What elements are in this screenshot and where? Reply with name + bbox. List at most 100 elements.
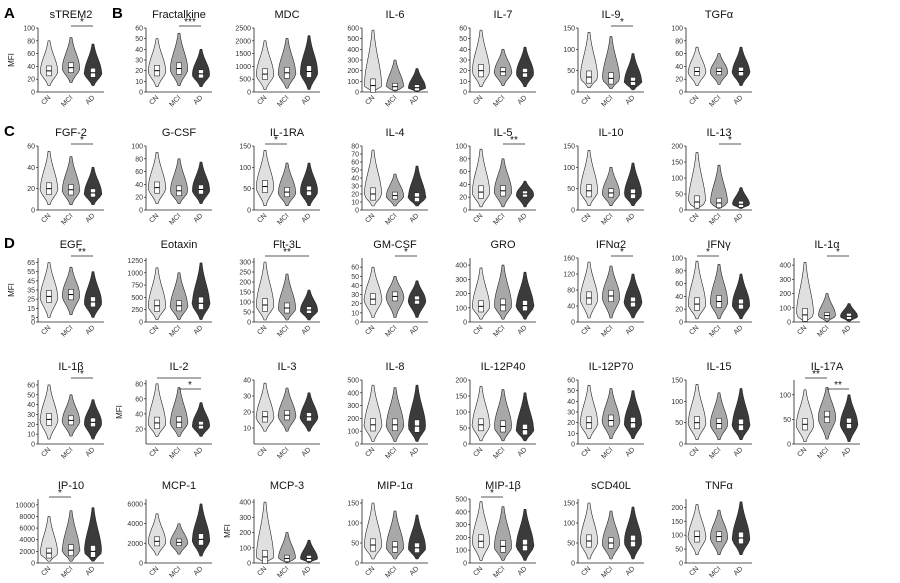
x-tick-label: AD (301, 94, 313, 106)
x-tick-label: AD (409, 565, 421, 577)
y-tick-label: 400 (455, 263, 467, 270)
significance-label: * (80, 369, 84, 380)
violin-ad (731, 46, 751, 86)
significance-label: * (58, 488, 62, 499)
x-tick-label: CN (472, 446, 484, 458)
y-tick-label: 300 (779, 277, 791, 284)
y-tick-label: 0 (139, 208, 143, 215)
x-tick-label: MCI (384, 324, 398, 338)
violin-ad (192, 402, 210, 437)
y-tick-label: 60 (567, 378, 575, 385)
panel-title: IL-13 (706, 127, 731, 139)
panel-title: IL-3 (278, 361, 297, 373)
significance-label: * (728, 135, 732, 146)
y-tick-label: 200 (455, 535, 467, 542)
y-tick-label: 55 (27, 269, 35, 276)
x-tick-label: CN (688, 324, 700, 336)
panel-letter: C (4, 123, 15, 140)
y-tick-label: 0 (679, 90, 683, 97)
y-tick-label: 10 (243, 426, 251, 433)
violin-mci (61, 394, 81, 437)
y-tick-label: 100 (671, 176, 683, 183)
y-axis-title: MFI (223, 524, 232, 538)
y-tick-label: 100 (671, 26, 683, 33)
y-tick-label: 20 (567, 420, 575, 427)
violin-cn (256, 501, 274, 563)
panel-il-13: IL-13 0 50 100 150 200 CN MCI AD * (671, 127, 752, 226)
panel-title: MCP-1 (162, 480, 196, 492)
significance-label: ** (283, 247, 291, 258)
panel-il-10: IL-10 0 50 100 150 CN MCI AD (563, 127, 644, 226)
violin-cn (39, 262, 59, 318)
violin-cn (148, 38, 166, 87)
y-tick-label: 80 (27, 38, 35, 45)
panel-mip-1β: MIP-1β 0 100 200 300 400 500 CN MCI AD * (455, 480, 536, 579)
y-axis-title: MFI (7, 53, 16, 67)
panel-scd40l: sCD40L 0 50 100 150 CN MCI AD (563, 480, 644, 579)
significance-label: ** (510, 135, 518, 146)
significance-label: * (620, 17, 624, 28)
x-tick-label: MCI (168, 94, 182, 108)
violin-mci (385, 387, 405, 442)
violin-ad (840, 303, 858, 322)
y-tick-label: 20 (27, 186, 35, 193)
x-tick-label: CN (688, 446, 700, 458)
x-tick-label: CN (148, 446, 160, 458)
violin-cn (40, 516, 58, 562)
violin-mci (170, 158, 188, 204)
panel-title: IL-4 (386, 127, 405, 139)
violin-mci (277, 387, 297, 432)
panel-letter: A (4, 5, 15, 22)
y-tick-label: 100 (347, 429, 359, 436)
y-tick-label: 40 (567, 304, 575, 311)
y-tick-label: 60 (135, 169, 143, 176)
x-tick-label: MCI (816, 324, 830, 338)
panel-title: IFNγ (707, 239, 731, 251)
y-tick-label: 50 (567, 68, 575, 75)
y-tick-label: 200 (239, 280, 251, 287)
x-tick-label: MCI (384, 446, 398, 460)
x-tick-label: CN (796, 324, 808, 336)
y-tick-label: 60 (135, 396, 143, 403)
violin-cn (40, 40, 58, 86)
violin-ad (623, 273, 643, 319)
panel-title: MDC (274, 9, 299, 21)
panel-tnfα: TNFα 0 50 100 150 200 CN MCI AD (671, 480, 752, 579)
y-tick-label: 200 (671, 505, 683, 512)
panel-gm-csf: GM-CSF 0 10 20 30 40 50 60 CN MCI AD * (351, 239, 428, 338)
y-tick-label: 0 (463, 320, 467, 327)
y-tick-label: 200 (779, 291, 791, 298)
y-tick-label: 0 (247, 208, 251, 215)
y-tick-label: 0 (31, 208, 35, 215)
y-tick-label: 750 (131, 283, 143, 290)
violin-ad (300, 539, 318, 563)
y-tick-label: 100 (131, 144, 143, 151)
panel-egf: D EGF 05 15 25 35 45 55 65 MFI CN MCI AD ** (4, 235, 104, 338)
x-tick-label: CN (256, 446, 268, 458)
y-tick-label: 300 (239, 515, 251, 522)
panel-ifnα2: IFNα2 0 40 80 120 160 CN MCI AD * (563, 239, 644, 338)
x-tick-label: CN (688, 565, 700, 577)
y-tick-label: 20 (459, 195, 467, 202)
y-tick-label: 60 (27, 51, 35, 58)
violin-mci (494, 264, 512, 320)
y-tick-label: 40 (27, 64, 35, 71)
violin-cn (579, 385, 599, 439)
violin-ad (731, 501, 751, 555)
x-tick-label: AD (85, 324, 97, 336)
y-tick-label: 300 (455, 277, 467, 284)
y-tick-label: 40 (351, 176, 359, 183)
panel-il-9: IL-9 0 50 100 150 CN MCI AD * (563, 9, 644, 108)
y-tick-label: 80 (675, 38, 683, 45)
y-tick-label: 150 (239, 290, 251, 297)
y-tick-label: 0 (463, 561, 467, 568)
y-tick-label: 100 (563, 165, 575, 172)
y-tick-label: 1000 (127, 270, 143, 277)
violin-mci (602, 36, 620, 89)
y-tick-label: 500 (239, 77, 251, 84)
violin-cn (364, 29, 382, 92)
violin-mci (278, 273, 296, 321)
panel-title: sCD40L (591, 480, 631, 492)
y-tick-label: 0 (355, 90, 359, 97)
